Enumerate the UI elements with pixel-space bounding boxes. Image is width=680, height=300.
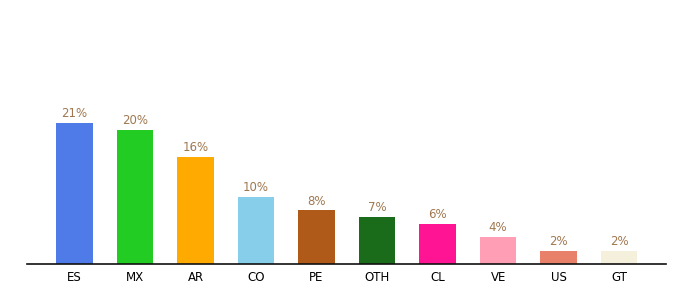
Bar [56, 123, 92, 264]
Bar [299, 210, 335, 264]
Bar [359, 217, 395, 264]
Text: 8%: 8% [307, 195, 326, 208]
Text: 4%: 4% [489, 221, 507, 235]
Text: 20%: 20% [122, 114, 148, 127]
Bar [541, 250, 577, 264]
Bar [601, 250, 637, 264]
Text: 6%: 6% [428, 208, 447, 221]
Text: 2%: 2% [549, 235, 568, 248]
Bar [420, 224, 456, 264]
Text: 21%: 21% [61, 107, 88, 120]
Bar [480, 237, 516, 264]
Bar [117, 130, 153, 264]
Text: 16%: 16% [182, 141, 209, 154]
Text: 10%: 10% [243, 181, 269, 194]
Text: 7%: 7% [368, 201, 386, 214]
Bar [177, 157, 214, 264]
Bar [238, 197, 274, 264]
Text: 2%: 2% [610, 235, 628, 248]
